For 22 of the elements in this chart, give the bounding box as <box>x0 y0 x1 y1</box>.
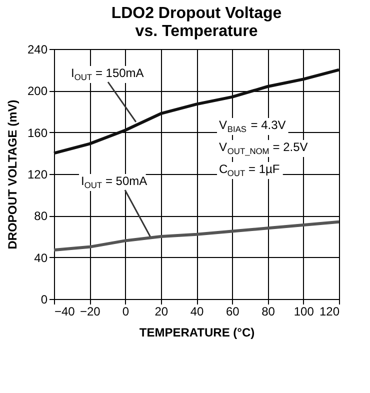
x-tick-label: 120 <box>319 304 340 318</box>
x-tick-label: −20 <box>80 304 101 318</box>
y-tick-label: 0 <box>40 292 48 306</box>
y-axis-title: DROPOUT VOLTAGE (mV) <box>5 100 20 250</box>
x-tick-label: 60 <box>226 304 240 318</box>
x-tick-label: −40 <box>54 304 76 318</box>
x-tick-label: 40 <box>190 304 204 318</box>
x-tick-label: 80 <box>262 304 276 318</box>
y-tick-label: 80 <box>34 209 48 224</box>
y-tick-label: 40 <box>34 250 48 265</box>
y-tick-label: 120 <box>27 168 48 182</box>
line-series <box>52 68 340 155</box>
line-series <box>52 220 340 252</box>
x-tick-label: 20 <box>154 304 168 318</box>
text: vs. Temperature <box>135 23 258 40</box>
x-tick-label: 0 <box>122 304 130 318</box>
x-axis-title: TEMPERATURE (°C) <box>139 326 255 340</box>
y-tick-label: 160 <box>27 126 48 140</box>
text: LDO2 Dropout Voltage <box>111 5 282 22</box>
y-tick-label: 240 <box>27 42 48 56</box>
x-tick-label: 100 <box>294 304 314 318</box>
y-tick-label: 200 <box>27 84 48 98</box>
